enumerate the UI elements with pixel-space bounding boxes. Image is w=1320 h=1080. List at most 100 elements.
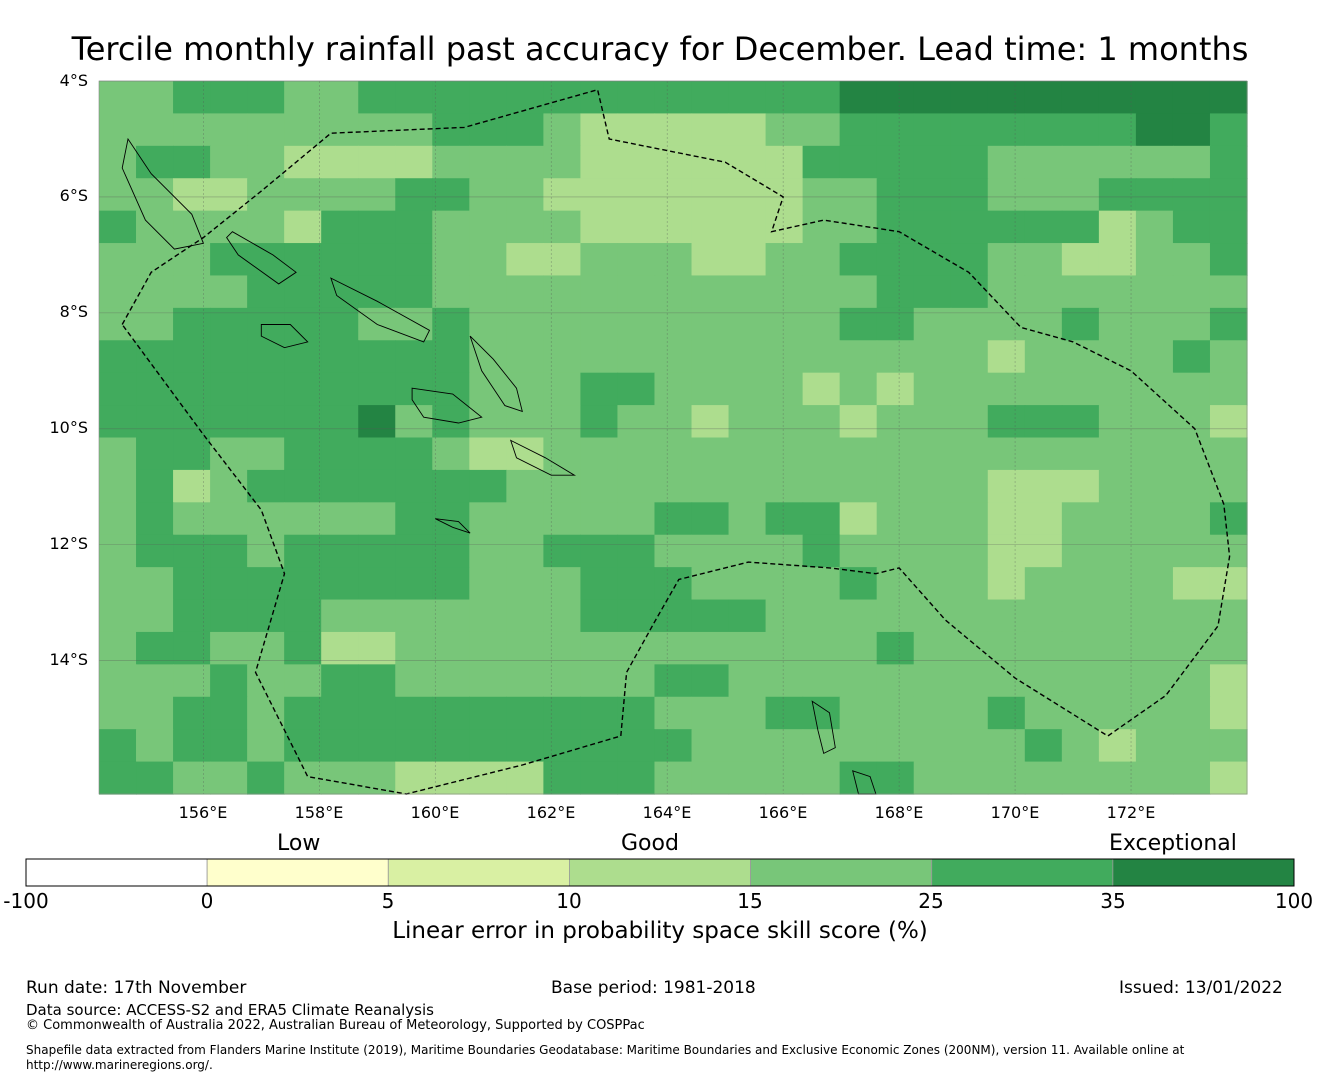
skill-cell [839, 502, 878, 536]
skill-cell [173, 437, 211, 471]
skill-cell [728, 307, 767, 341]
skill-cell [1098, 81, 1137, 115]
skill-cell [950, 307, 989, 341]
skill-cell [506, 307, 544, 341]
skill-cell [1024, 275, 1063, 309]
skill-cell [654, 81, 693, 115]
skill-cell [580, 275, 619, 309]
skill-cell [580, 567, 619, 601]
skill-cell [358, 210, 396, 244]
skill-grid [99, 81, 1248, 795]
skill-cell [580, 405, 619, 439]
skill-cell [987, 502, 1026, 536]
skill-cell [469, 372, 507, 406]
skill-cell [247, 405, 285, 439]
skill-cell [247, 81, 285, 115]
skill-cell [691, 631, 730, 665]
skill-cell [506, 275, 544, 309]
skill-cell [1061, 502, 1100, 536]
skill-cell [765, 372, 804, 406]
skill-cell [580, 178, 619, 212]
skill-cell [765, 437, 804, 471]
skill-cell [839, 729, 878, 763]
skill-cell [432, 307, 470, 341]
skill-cell [1098, 178, 1137, 212]
skill-cell [839, 469, 878, 503]
skill-cell [728, 599, 767, 633]
skill-cell [1172, 372, 1211, 406]
skill-cell [580, 340, 619, 374]
skill-cell [617, 631, 656, 665]
skill-cell [321, 243, 359, 277]
skill-cell [210, 664, 248, 698]
skill-cell [1135, 761, 1174, 795]
skill-cell [210, 696, 248, 730]
cb-tick: 10 [556, 889, 582, 913]
colorbar-band [387, 858, 570, 887]
skill-cell [728, 145, 767, 179]
skill-cell [173, 502, 211, 536]
skill-cell [654, 761, 693, 795]
skill-cell [210, 567, 248, 601]
skill-cell [469, 631, 507, 665]
skill-cell [765, 178, 804, 212]
skill-cell [1061, 761, 1100, 795]
lat-label-4s: 4°S [59, 71, 88, 90]
skill-cell [543, 502, 582, 536]
skill-cell [247, 696, 285, 730]
skill-cell [691, 469, 730, 503]
skill-cell [728, 372, 767, 406]
skill-cell [654, 243, 693, 277]
skill-cell [913, 664, 952, 698]
skill-cell [876, 469, 915, 503]
cb-tick: 15 [737, 889, 763, 913]
skill-cell [728, 113, 767, 147]
skill-cell [580, 307, 619, 341]
skill-cell [802, 243, 841, 277]
skill-cell [1135, 405, 1174, 439]
skill-cell [1061, 405, 1100, 439]
skill-cell [876, 664, 915, 698]
skill-cell [987, 761, 1026, 795]
skill-cell [1098, 307, 1137, 341]
skill-cell [765, 761, 804, 795]
skill-cell [432, 210, 470, 244]
skill-cell [99, 210, 137, 244]
skill-cell [802, 534, 841, 568]
skill-cell [617, 696, 656, 730]
skill-cell [987, 696, 1026, 730]
skill-cell [728, 696, 767, 730]
skill-cell [432, 761, 470, 795]
skill-cell [247, 178, 285, 212]
skill-cell [1024, 243, 1063, 277]
skill-cell [210, 437, 248, 471]
skill-cell [617, 664, 656, 698]
skill-cell [173, 631, 211, 665]
skill-cell [136, 178, 174, 212]
skill-cell [358, 243, 396, 277]
skill-cell [358, 567, 396, 601]
skill-cell [321, 275, 359, 309]
skill-cell [1098, 113, 1137, 147]
skill-cell [1024, 145, 1063, 179]
skill-cell [765, 502, 804, 536]
skill-cell [802, 696, 841, 730]
skill-cell [839, 567, 878, 601]
skill-cell [284, 664, 322, 698]
skill-cell [506, 178, 544, 212]
skill-cell [99, 502, 137, 536]
skill-cell [395, 405, 433, 439]
skill-cell [395, 437, 433, 471]
skill-cell [876, 81, 915, 115]
skill-cell [543, 696, 582, 730]
skill-cell [247, 761, 285, 795]
skill-cell [580, 599, 619, 633]
skill-cell [136, 405, 174, 439]
skill-cell [284, 210, 322, 244]
category-good: Good [621, 831, 679, 856]
skill-cell [987, 631, 1026, 665]
skill-cell [1172, 437, 1211, 471]
skill-cell [876, 696, 915, 730]
skill-cell [580, 631, 619, 665]
